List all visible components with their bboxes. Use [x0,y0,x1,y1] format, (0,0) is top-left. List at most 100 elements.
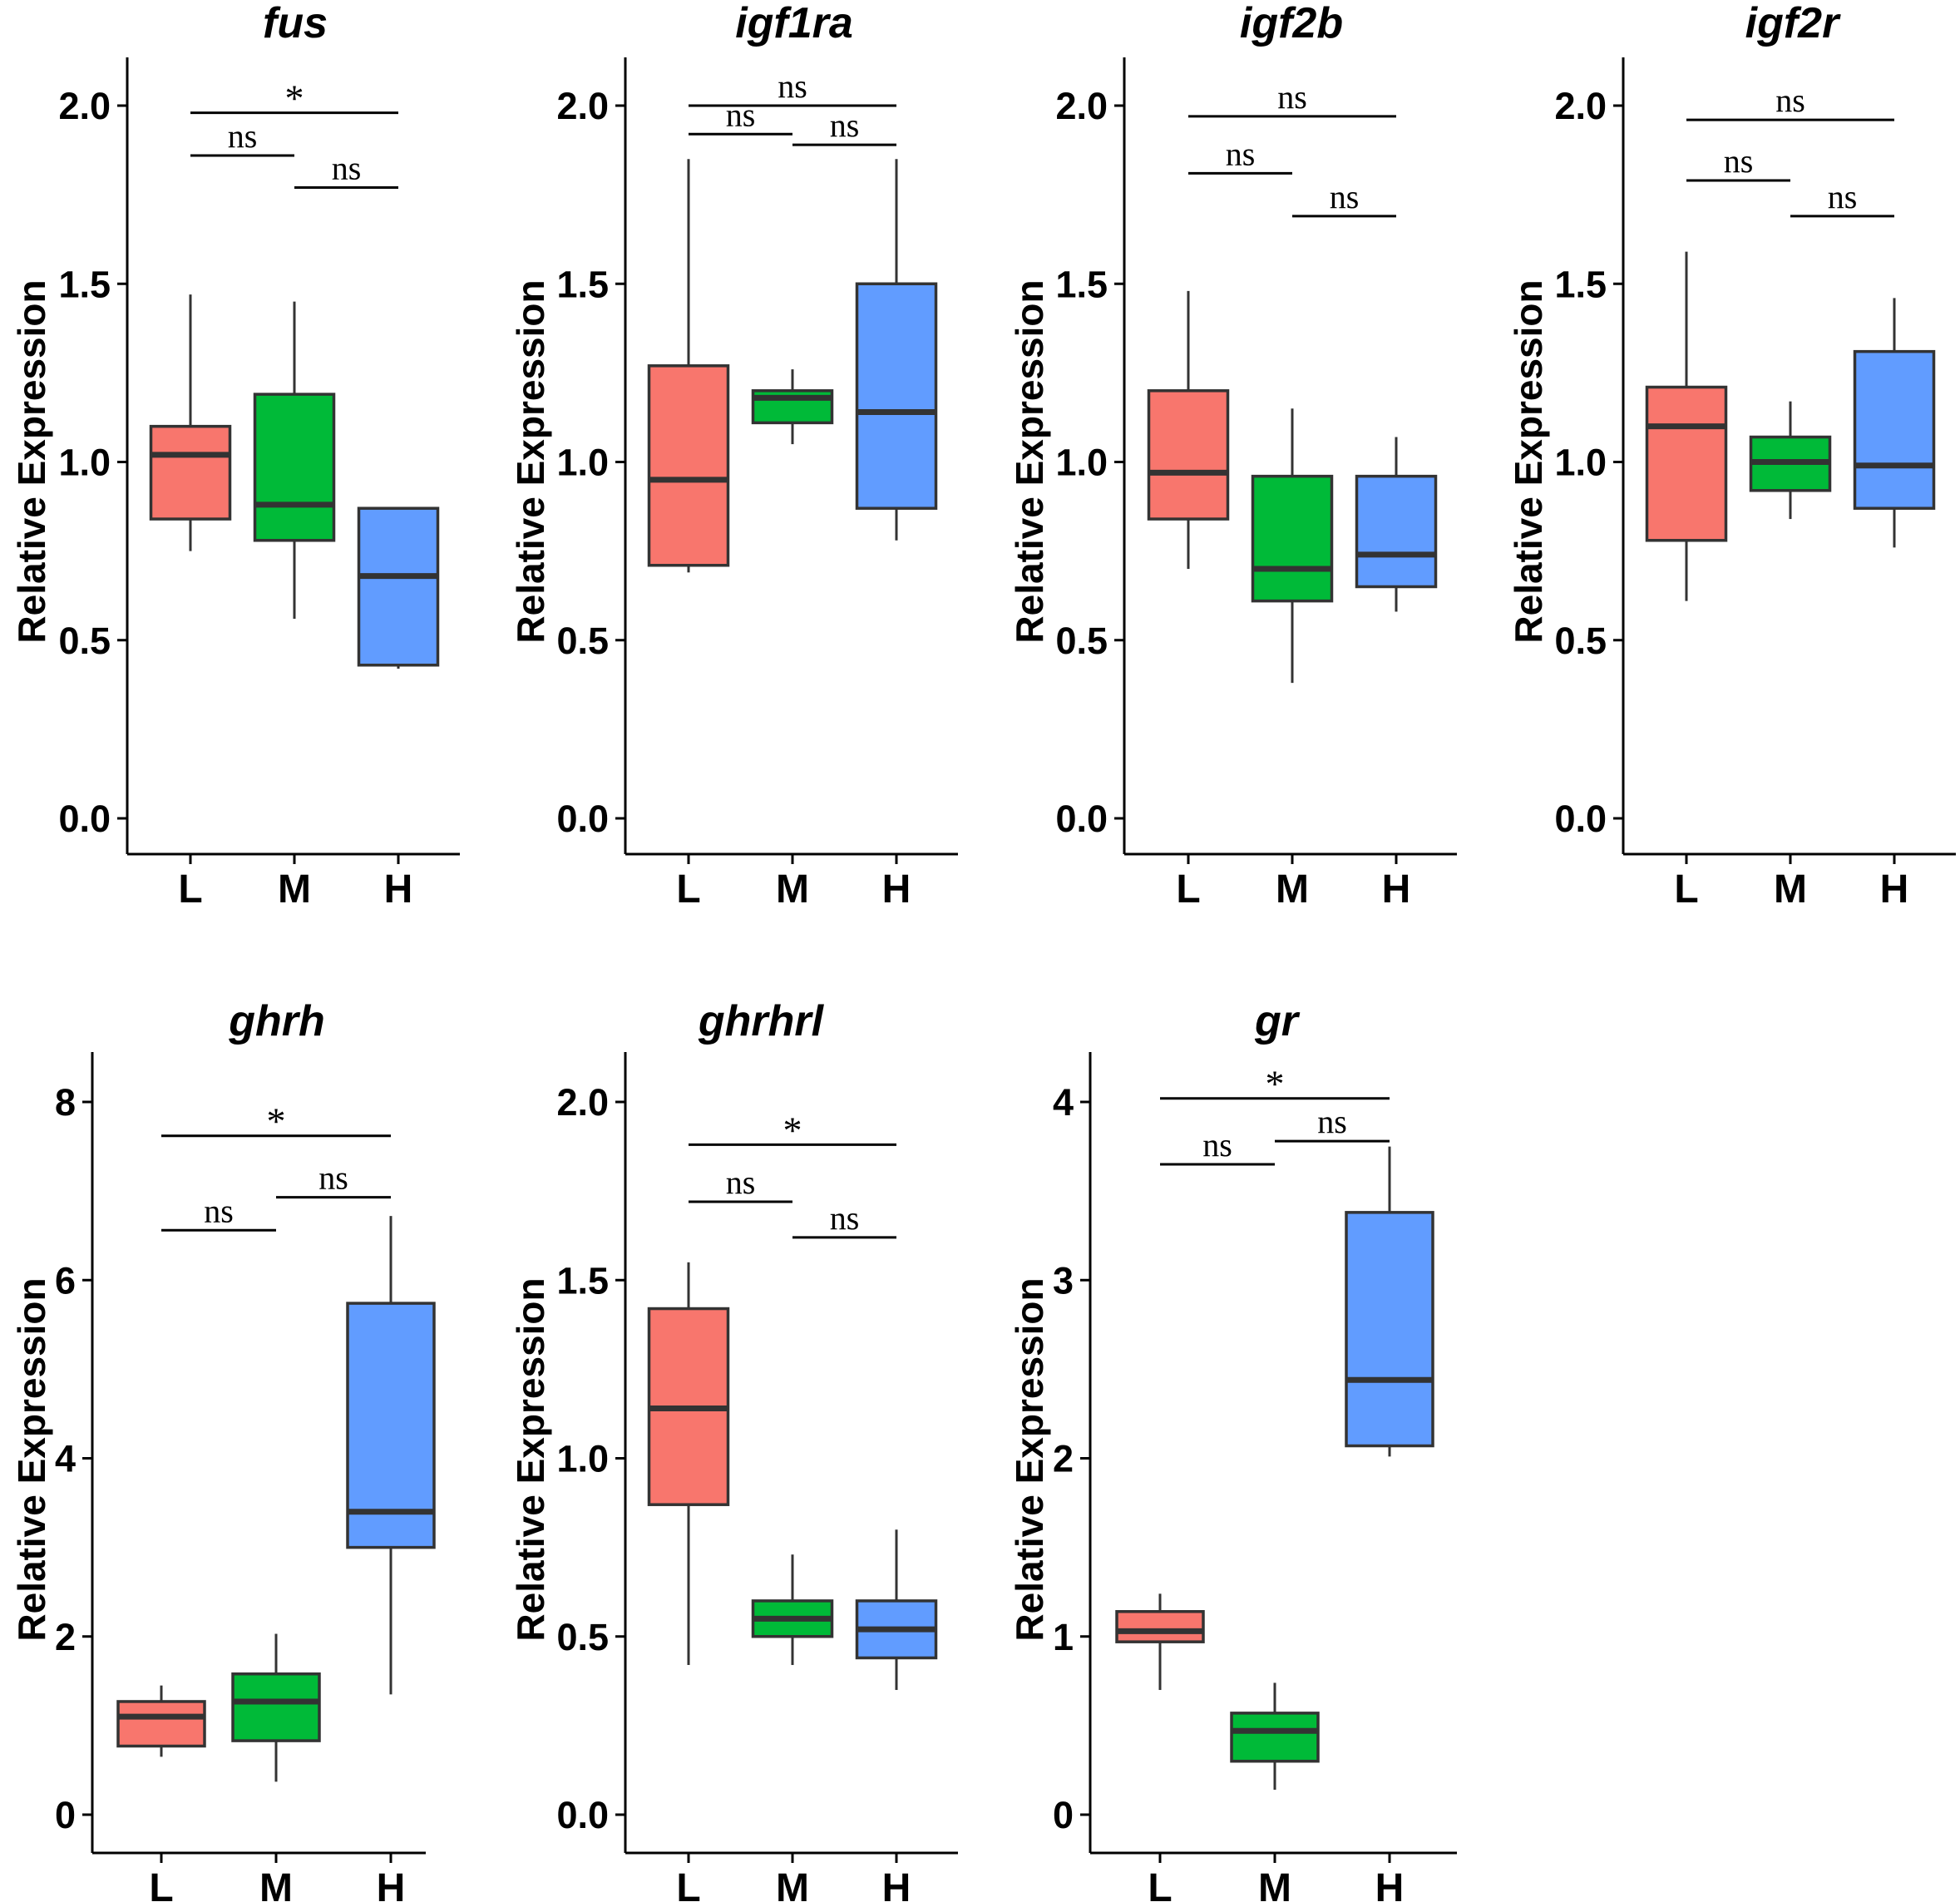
panel-title: igf2b [1240,0,1343,47]
y-tick-label: 1.5 [58,263,111,305]
box-L [647,1262,730,1666]
significance-label: ns [726,1163,756,1201]
x-tick-label: M [1258,1866,1291,1902]
y-tick-label: 0.0 [1055,798,1108,840]
y-axis-label: Relative Expression [1008,1277,1051,1641]
y-tick-label: 0.0 [58,798,111,840]
significance-label: * [285,77,304,120]
box-M [253,301,336,620]
y-tick-label: 1.0 [58,442,111,484]
y-tick-label: 2.0 [556,85,609,127]
y-tick-label: 2.0 [1055,85,1108,127]
box-body [149,424,232,521]
significance-label: ns [1277,78,1307,116]
y-tick-label: 1.5 [556,263,609,305]
significance-label: ns [1828,178,1858,215]
box-body [1345,1211,1434,1448]
y-tick-label: 0.5 [556,620,609,662]
box-H [855,1529,938,1691]
y-tick-label: 0.0 [556,1794,609,1836]
panel-title: gr [1254,997,1301,1045]
y-tick-label: 3 [1053,1259,1074,1302]
box-body [116,1700,206,1748]
y-tick-label: 4 [55,1438,76,1480]
x-tick-label: H [384,867,413,911]
x-tick-label: L [1674,867,1698,911]
x-tick-label: H [1375,1866,1405,1902]
significance-label: ns [318,1159,348,1197]
panel-fus: fus Relative Expression 0.0 0.5 1.0 1.5 2.0 L M H… [10,0,460,911]
panel-title: ghrh [228,997,325,1045]
box-M [751,1554,834,1666]
x-tick-label: M [1276,867,1309,911]
box-body [253,393,336,542]
y-tick-label: 2.0 [1554,85,1607,127]
significance-label: ns [830,106,860,144]
box-body [357,506,440,667]
x-tick-label: L [149,1866,173,1902]
significance-label: * [267,1100,286,1143]
box-body [647,364,730,567]
significance-label: ns [778,67,807,105]
box-body [1230,1712,1320,1763]
y-tick-label: 1.0 [1055,442,1108,484]
box-body [1853,349,1936,510]
significance-label: ns [228,117,258,155]
box-M [1230,1682,1320,1791]
panel-title: fus [263,0,328,47]
box-L [647,159,730,573]
y-axis-label: Relative Expression [1507,279,1550,643]
box-H [1355,437,1438,612]
y-tick-label: 1.0 [556,1438,609,1480]
y-tick-label: 8 [55,1081,76,1124]
box-body [855,282,938,510]
x-tick-label: L [676,867,700,911]
box-body [346,1302,436,1549]
box-M [1749,401,1832,520]
significance-label: ns [1226,135,1256,172]
panel-title: igf1ra [735,0,853,47]
box-body [231,1672,321,1742]
x-tick-label: L [676,1866,700,1902]
y-tick-label: 1.0 [1554,442,1607,484]
y-tick-label: 2 [55,1616,76,1658]
box-body [1355,474,1438,589]
y-tick-label: 0 [1053,1794,1074,1836]
significance-label: ns [332,150,362,187]
significance-label: ns [1330,178,1360,215]
y-axis-label: Relative Expression [509,1277,552,1641]
x-tick-label: L [1176,867,1200,911]
significance-label: ns [1775,82,1805,119]
y-axis-label: Relative Expression [1008,279,1051,643]
box-body [1115,1610,1205,1643]
significance-label: ns [830,1199,860,1237]
y-tick-label: 1.5 [1055,263,1108,305]
box-H [1853,298,1936,548]
x-tick-label: H [882,1866,911,1902]
panel-igf1ra: igf1ra Relative Expression 0.0 0.5 1.0 1.5 2.0… [509,0,958,911]
y-axis-label: Relative Expression [509,279,552,643]
box-H [346,1216,436,1695]
y-tick-label: 1 [1053,1616,1074,1658]
x-tick-label: H [1880,867,1909,911]
y-tick-label: 0.5 [1554,620,1607,662]
box-H [855,159,938,541]
y-tick-label: 4 [1053,1081,1074,1124]
box-body [1251,474,1334,603]
x-tick-label: L [178,867,202,911]
box-L [1115,1593,1205,1691]
box-body [1645,385,1728,542]
x-tick-label: H [882,867,911,911]
y-tick-label: 0.0 [556,798,609,840]
y-tick-label: 1.0 [556,442,609,484]
significance-label: * [1266,1063,1285,1105]
panel-title: igf2r [1745,0,1841,47]
box-M [231,1633,321,1782]
panel-ghrh: ghrh Relative Expression 0 2 4 6 8 L M H * ns ns [10,997,436,1902]
panel-ghrhrl: ghrhrl Relative Expression 0.0 0.5 1.0 1.5 2.0… [509,997,958,1902]
y-tick-label: 6 [55,1259,76,1302]
box-H [1345,1146,1434,1457]
significance-label: ns [726,96,756,133]
y-tick-label: 0.0 [1554,798,1607,840]
